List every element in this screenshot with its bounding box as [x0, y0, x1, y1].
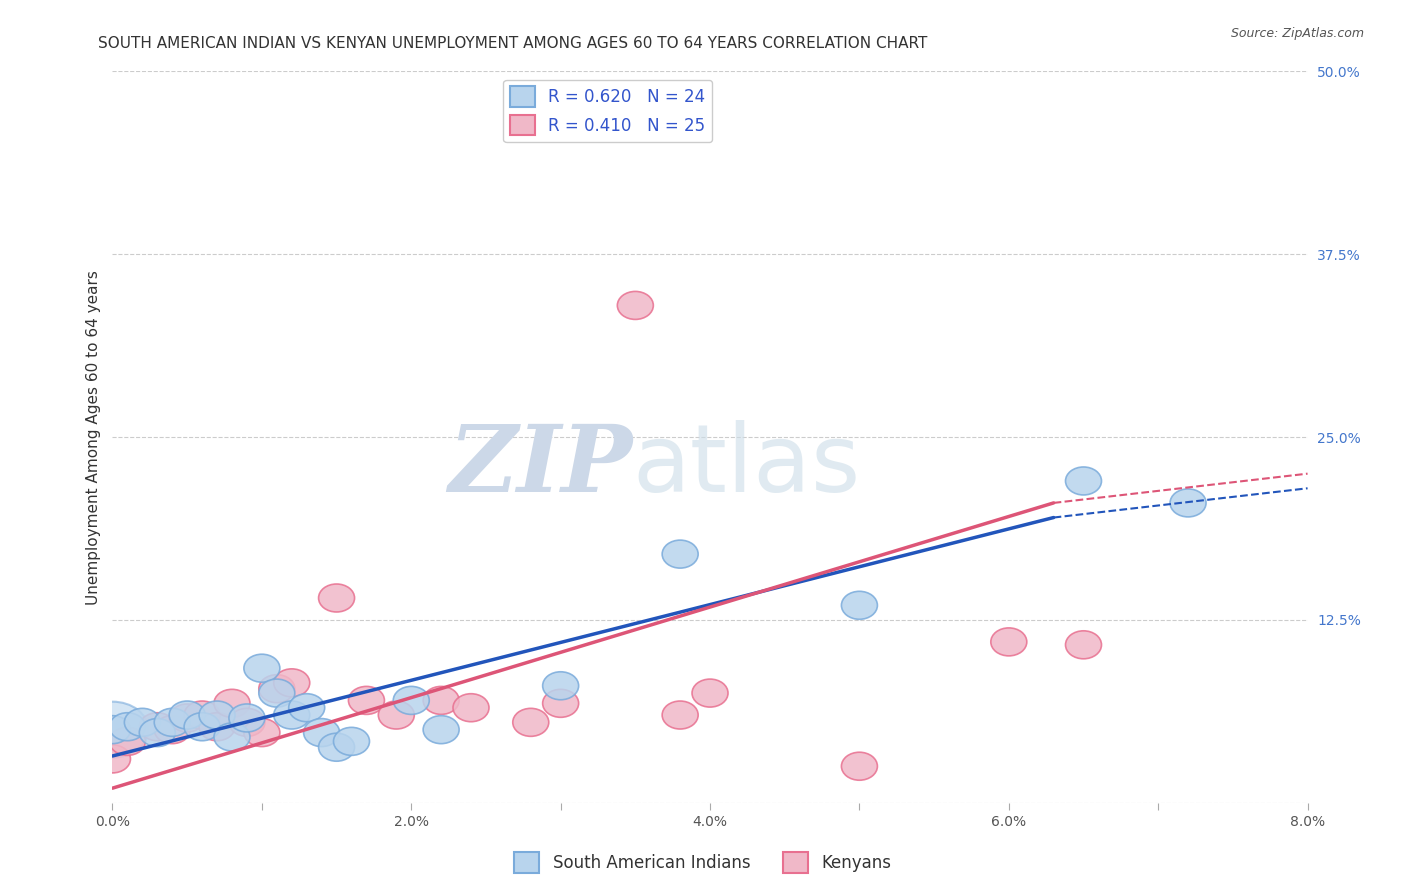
Ellipse shape — [139, 719, 176, 747]
Ellipse shape — [513, 708, 548, 736]
Ellipse shape — [304, 719, 340, 747]
Ellipse shape — [349, 687, 384, 714]
Ellipse shape — [243, 654, 280, 682]
Ellipse shape — [214, 723, 250, 751]
Ellipse shape — [76, 702, 149, 757]
Ellipse shape — [617, 292, 654, 319]
Ellipse shape — [543, 672, 579, 699]
Ellipse shape — [184, 713, 221, 740]
Ellipse shape — [139, 713, 176, 740]
Ellipse shape — [110, 713, 145, 740]
Ellipse shape — [453, 694, 489, 722]
Ellipse shape — [394, 687, 429, 714]
Ellipse shape — [169, 704, 205, 732]
Legend: South American Indians, Kenyans: South American Indians, Kenyans — [508, 846, 898, 880]
Legend: R = 0.620   N = 24, R = 0.410   N = 25: R = 0.620 N = 24, R = 0.410 N = 25 — [503, 79, 711, 142]
Y-axis label: Unemployment Among Ages 60 to 64 years: Unemployment Among Ages 60 to 64 years — [86, 269, 101, 605]
Ellipse shape — [662, 541, 699, 568]
Ellipse shape — [124, 708, 160, 736]
Ellipse shape — [155, 715, 190, 744]
Ellipse shape — [214, 690, 250, 717]
Ellipse shape — [229, 708, 264, 736]
Ellipse shape — [94, 715, 131, 744]
Ellipse shape — [110, 727, 145, 756]
Ellipse shape — [841, 752, 877, 780]
Ellipse shape — [229, 704, 264, 732]
Ellipse shape — [200, 701, 235, 729]
Ellipse shape — [274, 701, 309, 729]
Ellipse shape — [200, 713, 235, 740]
Ellipse shape — [991, 628, 1026, 656]
Ellipse shape — [333, 727, 370, 756]
Ellipse shape — [288, 694, 325, 722]
Ellipse shape — [1066, 631, 1101, 659]
Ellipse shape — [378, 701, 415, 729]
Ellipse shape — [543, 690, 579, 717]
Text: atlas: atlas — [633, 420, 860, 512]
Ellipse shape — [423, 687, 460, 714]
Ellipse shape — [259, 674, 295, 703]
Ellipse shape — [662, 701, 699, 729]
Text: Source: ZipAtlas.com: Source: ZipAtlas.com — [1230, 27, 1364, 40]
Ellipse shape — [259, 679, 295, 707]
Ellipse shape — [184, 701, 221, 729]
Ellipse shape — [94, 745, 131, 772]
Ellipse shape — [1066, 467, 1101, 495]
Text: SOUTH AMERICAN INDIAN VS KENYAN UNEMPLOYMENT AMONG AGES 60 TO 64 YEARS CORRELATI: SOUTH AMERICAN INDIAN VS KENYAN UNEMPLOY… — [98, 36, 928, 51]
Ellipse shape — [274, 669, 309, 697]
Ellipse shape — [155, 708, 190, 736]
Ellipse shape — [423, 715, 460, 744]
Ellipse shape — [243, 719, 280, 747]
Ellipse shape — [841, 591, 877, 619]
Text: ZIP: ZIP — [449, 421, 633, 511]
Ellipse shape — [319, 733, 354, 761]
Ellipse shape — [1170, 489, 1206, 516]
Ellipse shape — [319, 584, 354, 612]
Ellipse shape — [169, 701, 205, 729]
Ellipse shape — [692, 679, 728, 707]
